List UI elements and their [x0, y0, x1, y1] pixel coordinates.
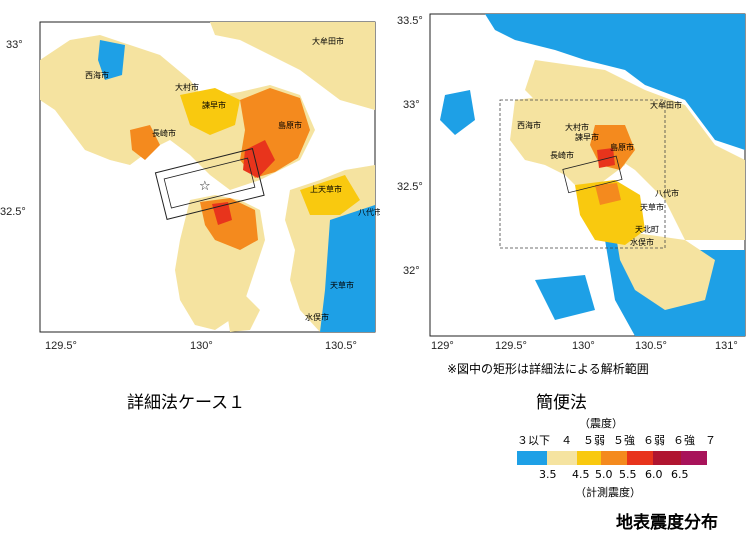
- right-city-omuta: 大牟田市: [650, 100, 682, 110]
- legend-val-0: 3.5: [539, 468, 557, 481]
- legend-swatch-3: [601, 451, 627, 465]
- legend: （震度） ３以下 ４ ５弱 ５強 ６弱 ６強 ７ 3.5 4.5 5.0 5.5…: [517, 415, 717, 505]
- legend-title-bottom: （計測震度）: [575, 486, 641, 499]
- right-nagasaki: [510, 95, 635, 195]
- right-map: 33.5° 33° 32.5° 32° 129° 129.5° 130° 130…: [397, 13, 746, 352]
- legend-int-5: ６強: [673, 434, 695, 447]
- left-x-tick-0: 129.5°: [45, 340, 77, 352]
- right-y-tick-2: 32.5°: [397, 181, 423, 193]
- legend-val-5: 6.5: [671, 468, 689, 481]
- amakusa-red: [212, 202, 232, 225]
- right-analysis-rect: [562, 155, 623, 194]
- right-y-tick-1: 33°: [403, 99, 420, 111]
- left-city-yatsushiro: 八代市: [358, 207, 380, 217]
- left-city-nagasaki: 長崎市: [152, 128, 176, 138]
- range-note: ※図中の矩形は詳細法による解析範囲: [447, 362, 649, 376]
- land-west-islands: [225, 295, 260, 332]
- right-red: [597, 148, 615, 168]
- legend-swatch-5: [653, 451, 681, 465]
- analysis-rectangle: [154, 148, 265, 221]
- legend-val-3: 5.5: [619, 468, 637, 481]
- right-x-tick-4: 131°: [715, 340, 738, 352]
- legend-swatch-4: [627, 451, 653, 465]
- right-blue-sw: [535, 275, 595, 320]
- legend-intensity-row: ３以下 ４ ５弱 ５強 ６弱 ６強 ７: [517, 432, 727, 447]
- legend-swatch-0: [517, 451, 547, 465]
- right-y-tick-3: 32°: [403, 265, 420, 277]
- yellow-east: [300, 175, 360, 215]
- right-city-amakusa: 天草市: [640, 202, 664, 212]
- legend-int-2: ５弱: [583, 434, 605, 447]
- blue-patch-se: [320, 205, 375, 332]
- right-city-minamata: 水俣市: [630, 237, 654, 247]
- legend-val-1: 4.5: [572, 468, 590, 481]
- legend-int-1: ４: [561, 434, 572, 447]
- left-city-omuta: 大牟田市: [312, 36, 344, 46]
- right-city-isahaya: 諫早市: [575, 132, 599, 142]
- legend-int-3: ５強: [613, 434, 635, 447]
- epicenter-star: ☆: [199, 179, 211, 194]
- legend-int-6: ７: [705, 434, 716, 447]
- right-city-saikai: 西海市: [517, 120, 541, 130]
- legend-int-0: ３以下: [517, 434, 550, 447]
- right-amakusa: [575, 180, 645, 245]
- right-land-south-yellow: [615, 230, 715, 310]
- right-caption: 簡便法: [536, 393, 587, 413]
- detail-range-box: [499, 99, 666, 249]
- left-caption: 詳細法ケース１: [127, 393, 246, 413]
- land-north-east: [210, 22, 375, 110]
- legend-colorbar: [517, 451, 727, 465]
- left-city-isahaya: 諫早市: [202, 100, 226, 110]
- legend-val-2: 5.0: [595, 468, 613, 481]
- right-land-north: [485, 14, 745, 150]
- right-city-nagasaki: 長崎市: [550, 150, 574, 160]
- legend-title-top: （震度）: [579, 417, 623, 430]
- left-y-tick-1: 32.5°: [0, 206, 26, 218]
- legend-int-4: ６弱: [643, 434, 665, 447]
- legend-swatch-1: [547, 451, 577, 465]
- figure-title: 地表震度分布: [616, 513, 718, 533]
- blue-patch-nw: [98, 40, 125, 80]
- left-x-tick-1: 130°: [190, 340, 213, 352]
- right-y-tick-0: 33.5°: [397, 15, 423, 27]
- left-city-kamiamakusa: 上天草市: [310, 184, 342, 194]
- right-blue-west: [440, 90, 475, 135]
- left-city-saikai: 西海市: [85, 70, 109, 80]
- left-y-tick-0: 33°: [6, 39, 23, 51]
- nagasaki-orange: [130, 125, 160, 160]
- legend-value-row: 3.5 4.5 5.0 5.5 6.0 6.5: [517, 468, 727, 482]
- right-x-tick-1: 129.5°: [495, 340, 527, 352]
- left-city-shimabara: 島原市: [278, 120, 302, 130]
- right-city-yatsushiro: 八代市: [655, 188, 679, 198]
- right-x-tick-2: 130°: [572, 340, 595, 352]
- legend-swatch-2: [577, 451, 601, 465]
- left-city-minamata: 水俣市: [305, 312, 329, 322]
- left-city-amakusa: 天草市: [330, 280, 354, 290]
- legend-swatch-6: [681, 451, 707, 465]
- right-city-tenpoku: 天北町: [635, 225, 659, 234]
- right-x-tick-0: 129°: [431, 340, 454, 352]
- right-city-omura: 大村市: [565, 122, 589, 132]
- right-city-shimabara: 島原市: [610, 142, 634, 152]
- legend-val-4: 6.0: [645, 468, 663, 481]
- right-x-tick-3: 130.5°: [635, 340, 667, 352]
- left-map: ☆ 33° 32.5° 129.5° 130° 130.5° 西海市 大村市 諫…: [0, 21, 380, 352]
- right-amakusa-orange: [595, 183, 621, 205]
- left-city-omura: 大村市: [175, 82, 199, 92]
- isahaya-orange: [180, 88, 240, 135]
- left-x-tick-2: 130.5°: [325, 340, 357, 352]
